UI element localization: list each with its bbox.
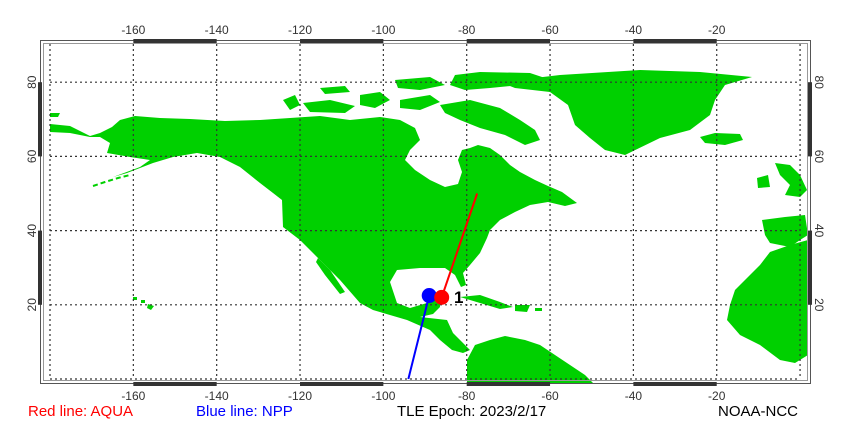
- arctic-island-2: [360, 92, 390, 108]
- lon-tick-label: -20: [708, 389, 726, 403]
- scale-bar-top: [133, 39, 217, 43]
- tick-labels: -160 -160 -140 -140 -120 -120 -100 -100 -80 -80 -6…: [25, 23, 826, 403]
- legend-blue-line: Blue line: NPP: [196, 403, 293, 420]
- lat-tick-label-right: 20: [812, 298, 826, 312]
- ireland: [757, 175, 770, 188]
- lat-tick-label-right: 60: [812, 150, 826, 164]
- chukotka: [50, 113, 60, 117]
- lat-tick-label-right: 80: [812, 76, 826, 90]
- aleutian-islands: [92, 174, 131, 187]
- lat-tick-label-left: 80: [25, 75, 39, 89]
- lat-tick-label-right: 40: [812, 224, 826, 238]
- pass-number-label: 1: [454, 288, 463, 307]
- lon-tick-label: -120: [288, 389, 312, 403]
- hawaii-oahu: [133, 297, 137, 300]
- scale-bar-right: [808, 82, 812, 157]
- ellesmere-island: [450, 72, 545, 90]
- greenland: [500, 70, 752, 155]
- lon-tick-label: -40: [625, 389, 643, 403]
- hispaniola: [515, 305, 530, 312]
- lat-tick-label-left: 60: [25, 149, 39, 163]
- hawaii-big-island: [147, 304, 154, 310]
- banks-island: [283, 95, 300, 110]
- aqua-position-marker: [434, 289, 450, 305]
- south-america: [467, 336, 593, 383]
- scale-bar-bottom: [300, 382, 384, 386]
- satellite-tracks: [407, 193, 479, 380]
- baja-california: [316, 258, 345, 294]
- lon-tick-label: -60: [541, 23, 559, 37]
- aqua-ground-track: [440, 193, 479, 298]
- lon-tick-label: -100: [371, 389, 395, 403]
- arctic-island-1: [320, 86, 350, 94]
- puerto-rico: [535, 308, 542, 311]
- scale-bar-right: [808, 230, 812, 305]
- lon-tick-label: -80: [458, 23, 476, 37]
- graticule: [49, 44, 801, 380]
- scale-bar-top: [300, 39, 384, 43]
- frame-inner: [43, 43, 808, 381]
- lon-tick-label: -120: [288, 23, 312, 37]
- scale-bar-bottom: [133, 382, 217, 386]
- npp-ground-track: [407, 295, 431, 380]
- frame-outer: [40, 40, 811, 384]
- hawaii-maui: [141, 300, 145, 303]
- lon-tick-label: -80: [458, 389, 476, 403]
- lon-tick-label: -140: [205, 23, 229, 37]
- lon-tick-label: -60: [541, 389, 559, 403]
- iceland: [700, 133, 743, 145]
- lon-tick-label: -160: [121, 389, 145, 403]
- scale-bar-left: [38, 82, 42, 157]
- scale-bar-left: [38, 230, 42, 305]
- lat-tick-label-left: 40: [25, 224, 39, 238]
- lon-tick-label: -160: [121, 23, 145, 37]
- land-masses: [50, 70, 808, 383]
- scale-bar-top: [633, 39, 717, 43]
- great-britain: [775, 163, 807, 197]
- tle-epoch: TLE Epoch: 2023/2/17: [397, 403, 547, 420]
- victoria-island: [303, 100, 355, 113]
- lon-tick-label: -20: [708, 23, 726, 37]
- lon-tick-label: -100: [371, 23, 395, 37]
- scale-bar-top: [466, 39, 551, 43]
- arctic-island-4: [395, 77, 445, 90]
- npp-position-marker: [421, 288, 437, 304]
- baffin-island: [440, 100, 540, 145]
- map-frame: [38, 39, 812, 386]
- lon-tick-label: -40: [625, 23, 643, 37]
- scale-bar-bottom: [633, 382, 717, 386]
- source-label: NOAA-NCC: [718, 403, 799, 420]
- legend-red-line: Red line: AQUA: [28, 403, 134, 420]
- arctic-island-3: [400, 95, 440, 110]
- north-america: [50, 116, 577, 353]
- africa: [727, 240, 808, 363]
- lon-tick-label: -140: [205, 389, 229, 403]
- lat-tick-label-left: 20: [25, 298, 39, 312]
- cuba: [460, 295, 513, 309]
- scale-bar-bottom: [466, 382, 551, 386]
